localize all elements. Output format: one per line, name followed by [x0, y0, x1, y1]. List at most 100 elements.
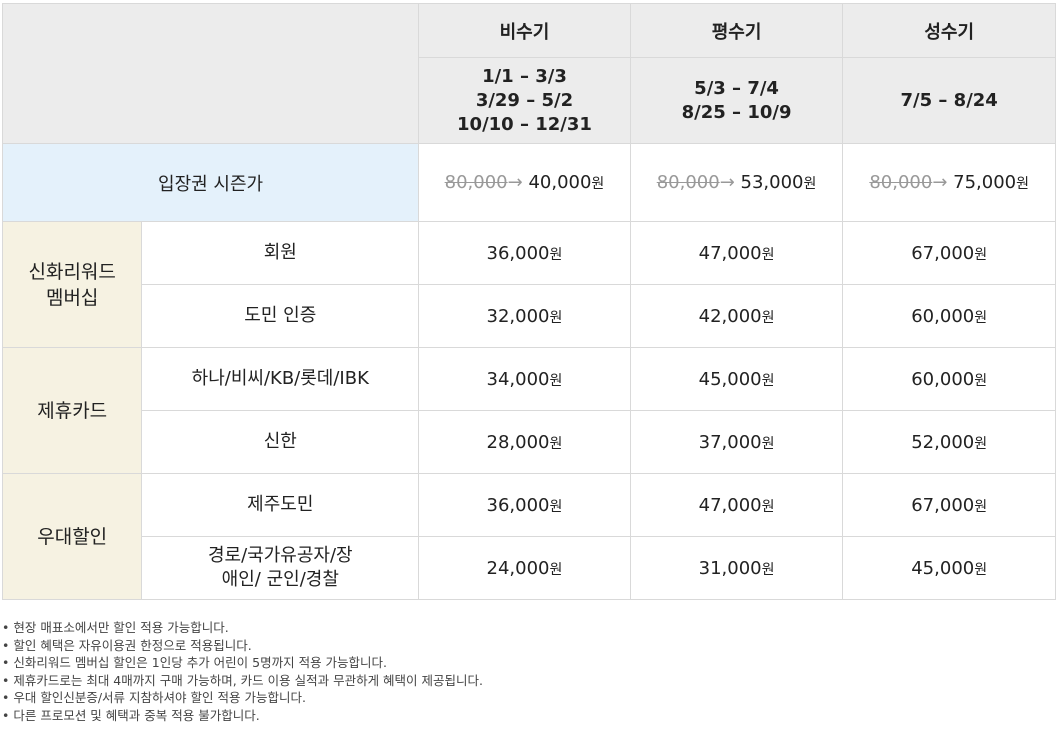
discount-price: 40,000	[528, 172, 592, 193]
price-value: 31,000	[698, 557, 762, 579]
currency-unit: 원	[761, 309, 775, 326]
price-cell: 47,000원	[629, 473, 844, 537]
price-cell: 42,000원	[629, 284, 844, 348]
currency-unit: 원	[803, 176, 817, 192]
price-value: 37,000	[698, 431, 762, 453]
price-value: 47,000	[698, 494, 762, 516]
season-header-mid: 평수기	[629, 3, 844, 58]
arrow-icon: →	[932, 172, 948, 193]
row-label: 신한	[141, 410, 420, 474]
price-value: 34,000	[486, 368, 550, 390]
price-cell: 24,000원	[418, 536, 631, 600]
season-price-mid: 80,000→ 53,000원	[629, 143, 844, 222]
price-value: 60,000	[911, 368, 975, 390]
price-cell: 47,000원	[629, 221, 844, 285]
row-label: 회원	[141, 221, 420, 285]
discount-price: 75,000	[953, 172, 1017, 193]
arrow-icon: →	[507, 172, 523, 193]
price-cell: 36,000원	[418, 473, 631, 537]
price-value: 28,000	[486, 431, 550, 453]
price-value: 36,000	[486, 242, 550, 264]
note-item: 할인 혜택은 자유이용권 한정으로 적용됩니다.	[2, 637, 483, 655]
group-label-membership: 신화리워드 멤버십	[1, 221, 143, 348]
season-header-peak: 성수기	[842, 3, 1056, 58]
price-value: 24,000	[486, 557, 550, 579]
original-price: 80,000	[444, 172, 508, 193]
note-item: 신화리워드 멤버십 할인은 1인당 추가 어린이 5명까지 적용 가능합니다.	[2, 654, 483, 672]
price-cell: 45,000원	[629, 347, 844, 411]
note-item: 제휴카드로는 최대 4매까지 구매 가능하며, 카드 이용 실적과 무관하게 혜…	[2, 672, 483, 690]
row-label: 경로/국가유공자/장애인/ 군인/경찰	[141, 536, 420, 600]
currency-unit: 원	[761, 372, 775, 389]
date-range: 8/25 – 10/9	[681, 101, 792, 123]
date-range: 3/29 – 5/2	[475, 89, 574, 111]
currency-unit: 원	[761, 435, 775, 452]
price-cell: 67,000원	[842, 473, 1056, 537]
price-value: 60,000	[911, 305, 975, 327]
currency-unit: 원	[974, 309, 988, 326]
currency-unit: 원	[974, 498, 988, 515]
row-label: 도민 인증	[141, 284, 420, 348]
season-price-peak: 80,000→ 75,000원	[842, 143, 1056, 222]
price-value: 67,000	[911, 494, 975, 516]
group-label-partner-card: 제휴카드	[1, 347, 143, 474]
price-value: 67,000	[911, 242, 975, 264]
date-range: 10/10 – 12/31	[457, 113, 592, 135]
price-cell: 37,000원	[629, 410, 844, 474]
row-label: 제주도민	[141, 473, 420, 537]
currency-unit: 원	[974, 561, 988, 578]
note-item: 우대 할인신분증/서류 지참하셔야 할인 적용 가능합니다.	[2, 689, 483, 707]
price-value: 42,000	[698, 305, 762, 327]
row-label: 하나/비씨/KB/롯데/IBK	[141, 347, 420, 411]
currency-unit: 원	[974, 435, 988, 452]
currency-unit: 원	[761, 498, 775, 515]
season-dates-mid: 5/3 – 7/4 8/25 – 10/9	[629, 57, 844, 144]
currency-unit: 원	[761, 561, 775, 578]
price-cell: 52,000원	[842, 410, 1056, 474]
header-empty-cell	[1, 3, 420, 144]
season-price-label: 입장권 시즌가	[1, 143, 420, 222]
price-cell: 60,000원	[842, 284, 1056, 348]
currency-unit: 원	[549, 246, 563, 263]
note-item: 다른 프로모션 및 혜택과 중복 적용 불가합니다.	[2, 707, 483, 725]
currency-unit: 원	[549, 561, 563, 578]
price-cell: 34,000원	[418, 347, 631, 411]
arrow-icon: →	[719, 172, 735, 193]
currency-unit: 원	[549, 498, 563, 515]
original-price: 80,000	[656, 172, 720, 193]
currency-unit: 원	[974, 372, 988, 389]
currency-unit: 원	[1016, 176, 1030, 192]
currency-unit: 원	[974, 246, 988, 263]
date-range: 7/5 – 8/24	[900, 89, 998, 111]
date-range: 5/3 – 7/4	[694, 77, 779, 99]
currency-unit: 원	[761, 246, 775, 263]
season-header-off: 비수기	[418, 3, 631, 58]
price-table: 비수기 평수기 성수기 1/1 – 3/3 3/29 – 5/2 10/10 –…	[1, 3, 1056, 600]
price-value: 45,000	[698, 368, 762, 390]
season-price-off: 80,000→ 40,000원	[418, 143, 631, 222]
original-price: 80,000	[869, 172, 933, 193]
price-cell: 31,000원	[629, 536, 844, 600]
currency-unit: 원	[549, 309, 563, 326]
price-value: 36,000	[486, 494, 550, 516]
date-range: 1/1 – 3/3	[482, 65, 567, 87]
group-label-preferential: 우대할인	[1, 473, 143, 600]
price-cell: 36,000원	[418, 221, 631, 285]
price-value: 32,000	[486, 305, 550, 327]
notes-list: 현장 매표소에서만 할인 적용 가능합니다. 할인 혜택은 자유이용권 한정으로…	[2, 619, 483, 724]
currency-unit: 원	[591, 176, 605, 192]
price-cell: 45,000원	[842, 536, 1056, 600]
price-value: 52,000	[911, 431, 975, 453]
price-cell: 28,000원	[418, 410, 631, 474]
currency-unit: 원	[549, 435, 563, 452]
discount-price: 53,000	[740, 172, 804, 193]
price-cell: 60,000원	[842, 347, 1056, 411]
season-dates-peak: 7/5 – 8/24	[842, 57, 1056, 144]
price-cell: 67,000원	[842, 221, 1056, 285]
currency-unit: 원	[549, 372, 563, 389]
price-value: 47,000	[698, 242, 762, 264]
season-dates-off: 1/1 – 3/3 3/29 – 5/2 10/10 – 12/31	[418, 57, 631, 144]
price-value: 45,000	[911, 557, 975, 579]
price-cell: 32,000원	[418, 284, 631, 348]
note-item: 현장 매표소에서만 할인 적용 가능합니다.	[2, 619, 483, 637]
